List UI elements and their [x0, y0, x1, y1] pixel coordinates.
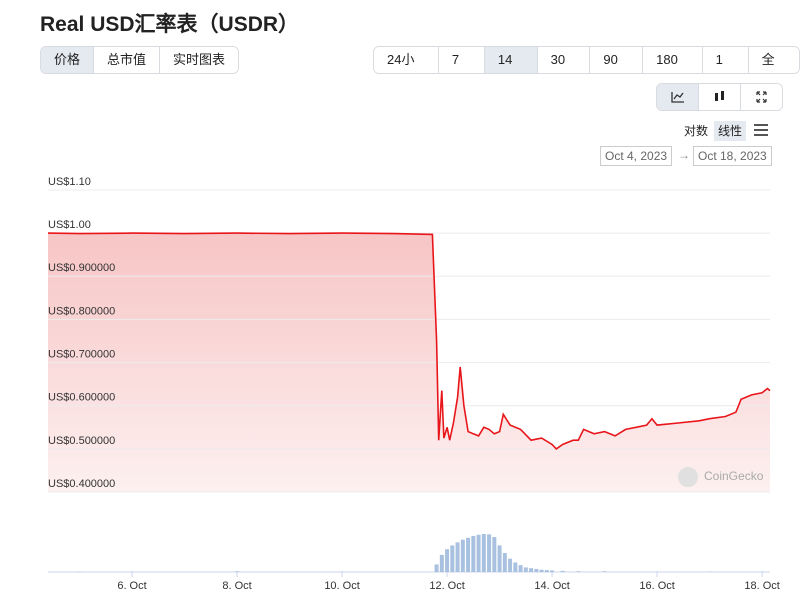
volume-bar	[513, 562, 518, 572]
chart-type-group	[656, 83, 783, 111]
fullscreen-button[interactable]	[740, 84, 782, 110]
line-icon	[671, 92, 684, 103]
volume-bar	[445, 549, 450, 572]
tab-group: 价格 总市值 实时图表	[40, 46, 240, 74]
range-button[interactable]: 全部	[747, 47, 799, 73]
range-button[interactable]: 1年	[701, 47, 748, 73]
candle-chart-button[interactable]	[698, 84, 740, 110]
y-tick-label: US$0.500000	[48, 435, 115, 447]
y-tick-label: US$1.10	[48, 176, 91, 188]
page-title: Real USD汇率表（USDR）	[40, 13, 300, 36]
x-tick-label: 8. Oct	[222, 580, 251, 592]
y-tick-label: US$0.700000	[48, 348, 115, 360]
watermark: CoinGecko	[704, 469, 764, 483]
volume-bar	[576, 571, 581, 572]
y-tick-label: US$0.900000	[48, 262, 115, 274]
volume-bar	[492, 537, 497, 572]
volume-bar	[602, 571, 607, 572]
x-tick-label: 6. Oct	[117, 580, 146, 592]
range-button[interactable]: 30天	[536, 47, 590, 73]
fullscreen-icon	[756, 91, 767, 103]
date-to[interactable]: Oct 18, 2023	[693, 146, 772, 166]
volume-bar	[466, 537, 471, 572]
volume-bar	[487, 534, 492, 572]
volume-bar	[550, 570, 555, 572]
y-tick-label: US$0.400000	[48, 478, 115, 490]
y-tick-label: US$1.00	[48, 219, 91, 231]
x-tick-label: 18. Oct	[744, 580, 779, 592]
volume-bar	[455, 542, 460, 572]
tab[interactable]: 实时图表	[159, 47, 239, 73]
volume-bar	[529, 568, 534, 572]
scale-option[interactable]: 对数	[684, 124, 709, 138]
x-tick-label: 16. Oct	[639, 580, 674, 592]
range-button[interactable]: 24小时	[374, 47, 438, 73]
watermark-logo	[678, 467, 698, 487]
range-group: 24小时 7天 14天 30天 90天 180天 1年 全部	[373, 46, 800, 74]
scale-option[interactable]: 线性	[714, 121, 747, 141]
line-chart-button[interactable]	[657, 84, 698, 110]
range-button[interactable]: 90天	[589, 47, 643, 73]
volume-bar	[518, 565, 523, 572]
x-tick-label: 14. Oct	[534, 580, 569, 592]
y-tick-label: US$0.800000	[48, 305, 115, 317]
volume-bar	[450, 545, 455, 572]
volume-bar	[497, 545, 502, 572]
volume-bar	[560, 570, 565, 572]
arrow: →	[678, 148, 690, 162]
volume-bar	[235, 571, 240, 572]
tab[interactable]: 价格	[41, 47, 94, 73]
volume-bar	[523, 567, 528, 572]
candle-icon	[715, 91, 724, 101]
volume-bar	[481, 534, 486, 572]
volume-bar	[460, 539, 465, 572]
volume-bar	[508, 558, 513, 572]
x-tick-label: 12. Oct	[429, 580, 464, 592]
volume-bar	[434, 564, 439, 572]
y-tick-label: US$0.600000	[48, 392, 115, 404]
volume-bar	[439, 554, 444, 572]
range-button[interactable]: 14天	[483, 47, 537, 73]
volume-bar	[534, 568, 539, 572]
volume-bar	[476, 534, 481, 572]
price-line	[47, 232, 771, 450]
volume-bar	[539, 569, 544, 572]
x-tick-label: 10. Oct	[324, 580, 359, 592]
volume-bar	[544, 570, 549, 572]
menu-icon[interactable]	[752, 123, 770, 137]
range-button[interactable]: 180天	[642, 47, 702, 73]
range-button[interactable]: 7天	[437, 47, 484, 73]
volume-bar	[471, 535, 476, 572]
volume-bar	[502, 553, 507, 572]
date-from[interactable]: Oct 4, 2023	[600, 146, 673, 166]
tab[interactable]: 总市值	[93, 47, 160, 73]
